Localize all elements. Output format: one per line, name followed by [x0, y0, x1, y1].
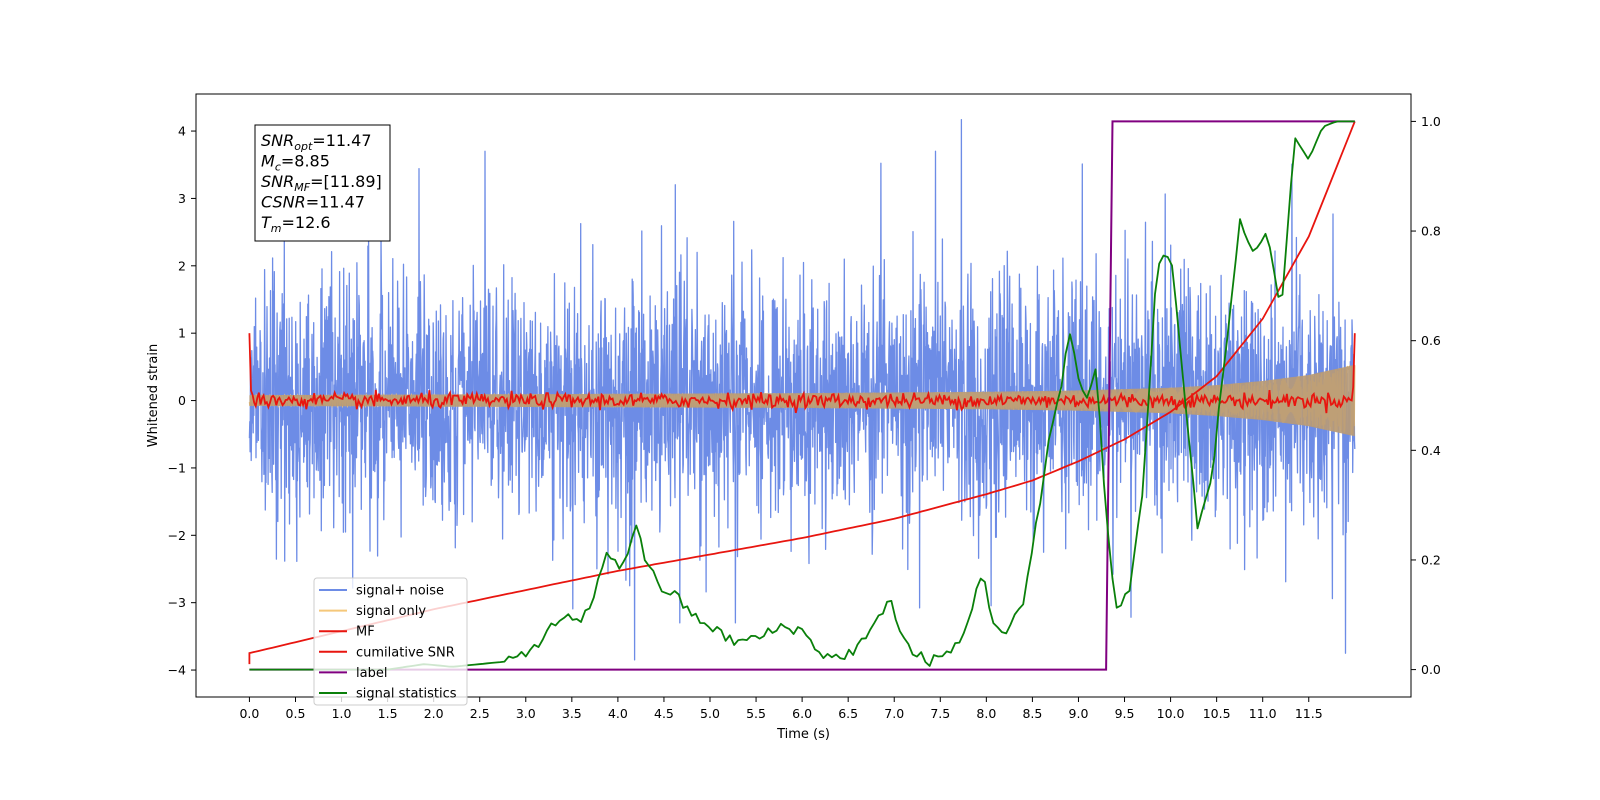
signal-only-envelope — [249, 364, 1355, 437]
x-tick-label: 4.0 — [608, 706, 628, 721]
signal-only-series — [248, 364, 1356, 437]
y-tick-label: 0 — [178, 393, 186, 408]
plot-frame — [195, 93, 1412, 698]
x-tick-label: 3.0 — [516, 706, 536, 721]
x-tick-label: 1.0 — [332, 706, 352, 721]
x-tick-label: 5.0 — [700, 706, 720, 721]
y-axis-label: Whitened strain — [146, 344, 161, 447]
y-tick-label: −4 — [168, 663, 186, 678]
annotation-line: Tm=12.6 — [261, 213, 331, 235]
x-tick-label: 8.0 — [976, 706, 996, 721]
legend-label: signal only — [356, 604, 426, 619]
x-axis: 0.0 0.5 1.0 1.5 2.0 2.5 3.0 3.5 4.0 4.5 5.0 5.5 6.0 6… — [239, 697, 1323, 721]
annotation-line: SNRMF=[11.89] — [261, 172, 382, 194]
y-axis-right: 0.0 0.2 0.4 0.6 0.8 1.0 — [1411, 114, 1441, 677]
x-tick-label: 11.5 — [1295, 706, 1323, 721]
y2-tick-label: 0.0 — [1421, 662, 1441, 677]
x-tick-label: 11.0 — [1249, 706, 1277, 721]
legend-label: signal statistics — [356, 687, 457, 702]
legend-label: cumilative SNR — [356, 645, 455, 660]
x-tick-label: 0.0 — [239, 706, 259, 721]
legend-label: MF — [356, 625, 375, 640]
x-tick-label: 9.5 — [1115, 706, 1135, 721]
x-tick-label: 7.0 — [884, 706, 904, 721]
mf-line — [248, 333, 1356, 414]
x-tick-label: 1.5 — [378, 706, 398, 721]
legend-frame — [313, 577, 468, 706]
x-tick-label: 0.5 — [286, 706, 306, 721]
y-tick-label: 4 — [178, 124, 186, 139]
legend-label: label — [356, 666, 387, 681]
annotation-frame — [254, 124, 391, 242]
x-axis-label: Time (s) — [776, 727, 830, 742]
y-tick-label: −2 — [168, 528, 186, 543]
legend-label: signal+ noise — [356, 584, 444, 599]
x-tick-label: 9.0 — [1069, 706, 1089, 721]
y-tick-label: −1 — [168, 460, 186, 475]
x-tick-label: 5.5 — [746, 706, 766, 721]
y2-tick-label: 0.8 — [1421, 224, 1441, 239]
x-tick-label: 3.5 — [562, 706, 582, 721]
y2-tick-label: 1.0 — [1421, 114, 1441, 129]
y2-tick-label: 0.2 — [1421, 552, 1441, 567]
x-tick-label: 2.5 — [470, 706, 490, 721]
legend: signal+ noise signal only MF cumilative SNR… — [313, 577, 468, 706]
annotation-line: CSNR=11.47 — [261, 193, 365, 212]
label-line — [249, 120, 1355, 671]
y-tick-label: 3 — [178, 191, 186, 206]
y2-tick-label: 0.4 — [1421, 443, 1441, 458]
annotation-line: Mc=8.85 — [261, 152, 330, 174]
x-tick-label: 4.5 — [654, 706, 674, 721]
x-tick-label: 10.0 — [1157, 706, 1185, 721]
annotation-box: SNRopt=11.47Mc=8.85SNRMF=[11.89]CSNR=11.… — [254, 124, 391, 242]
x-tick-label: 10.5 — [1203, 706, 1231, 721]
annotation-line: SNRopt=11.47 — [261, 131, 372, 153]
x-tick-label: 8.5 — [1022, 706, 1042, 721]
x-tick-label: 7.5 — [930, 706, 950, 721]
mf-series — [248, 333, 1356, 414]
y-tick-label: 1 — [178, 326, 186, 341]
y-axis-left: −4 −3 −2 −1 0 1 2 3 4 — [168, 124, 196, 678]
x-tick-label: 2.0 — [424, 706, 444, 721]
x-tick-label: 6.0 — [792, 706, 812, 721]
y-tick-label: 2 — [178, 258, 186, 273]
label-series — [249, 120, 1355, 671]
y2-tick-label: 0.6 — [1421, 333, 1441, 348]
y-tick-label: −3 — [168, 595, 186, 610]
x-tick-label: 6.5 — [838, 706, 858, 721]
